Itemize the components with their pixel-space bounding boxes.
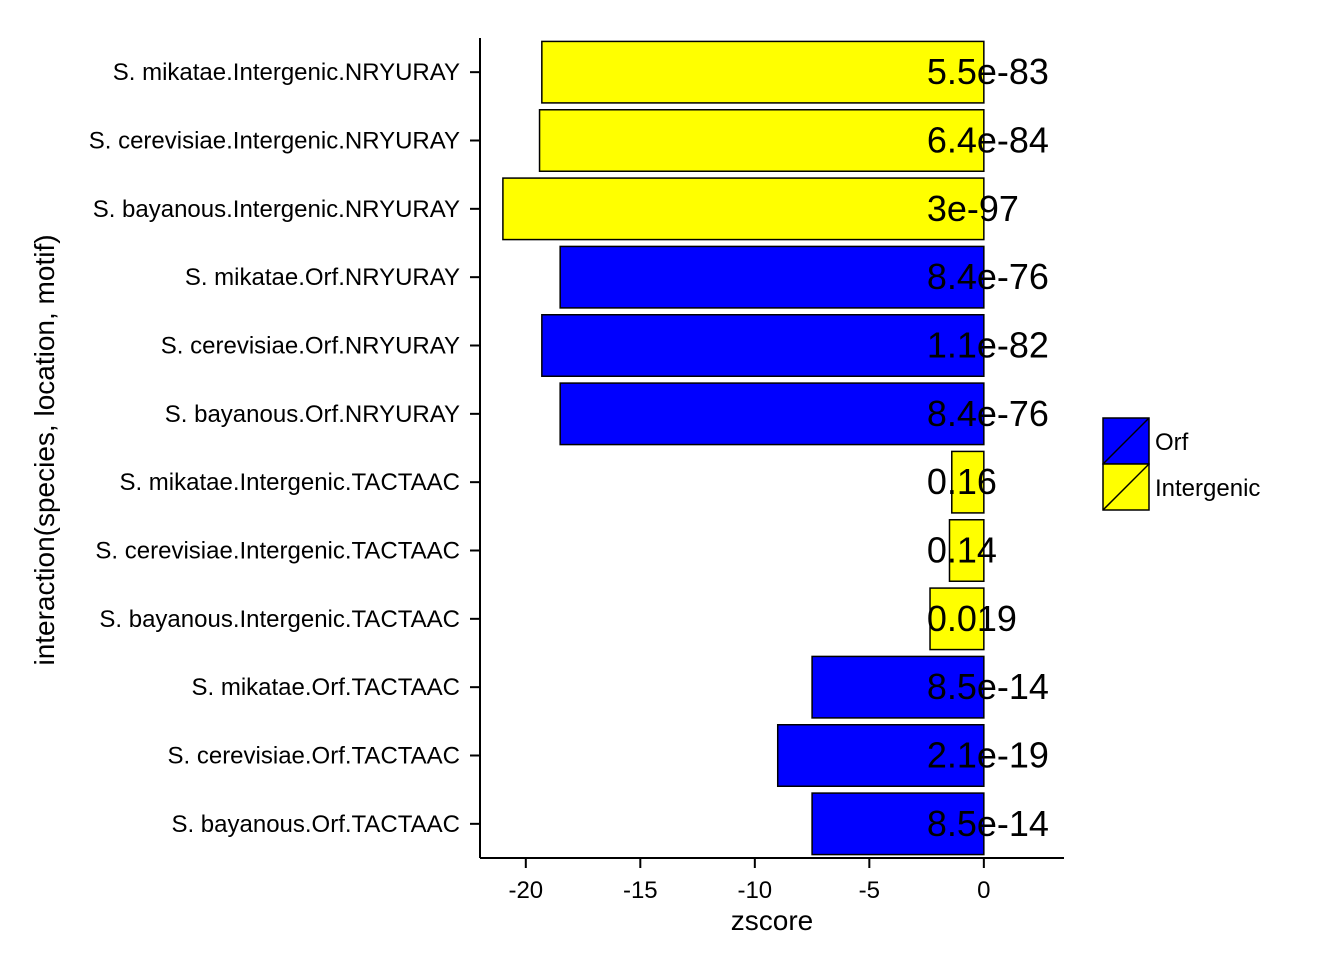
data-label: 0.019: [927, 598, 1017, 639]
bar-s-cerevisiae-intergenic-nryuray: [538, 109, 985, 172]
bar-s-bayanous-intergenic-nryuray: [502, 177, 985, 241]
data-label: 8.4e-76: [927, 256, 1049, 297]
bar-s-mikatae-orf-tactaac: [811, 655, 985, 719]
data-label: 3e-97: [927, 188, 1019, 229]
y-tick-label: S. cerevisiae.Intergenic.TACTAAC: [95, 538, 460, 565]
bar-s-bayanous-orf-nryuray: [559, 382, 985, 446]
bar-s-mikatae-intergenic-nryuray: [541, 40, 985, 104]
x-tick-label: 0: [977, 877, 990, 904]
data-label: 8.4e-76: [927, 393, 1049, 434]
legend-label-orf: Orf: [1155, 429, 1189, 456]
y-ticks-layer: S. mikatae.Intergenic.NRYURAY S. cerevisi…: [89, 59, 480, 838]
bar-s-mikatae-intergenic-tactaac: [951, 450, 985, 514]
y-tick-label: S. bayanous.Orf.NRYURAY: [165, 401, 460, 428]
x-tick-label: -10: [737, 877, 772, 904]
y-tick-label: S. cerevisiae.Orf.TACTAAC: [168, 743, 461, 770]
y-tick-label: S. mikatae.Intergenic.TACTAAC: [119, 469, 460, 496]
data-labels-layer: 5.5e-83 6.4e-84 3e-97 8.4e-76 1.1e-82 8.4e-76…: [927, 51, 1049, 844]
y-tick-label: S. bayanous.Orf.TACTAAC: [171, 811, 460, 838]
data-label: 1.1e-82: [927, 325, 1049, 366]
legend: Orf Intergenic: [1102, 417, 1260, 511]
y-tick-label: S. mikatae.Orf.NRYURAY: [185, 264, 460, 291]
bars-layer: [502, 40, 985, 856]
x-axis-title: zscore: [731, 905, 813, 936]
data-label: 0.14: [927, 530, 997, 571]
axes-layer: [479, 38, 1064, 859]
data-label: 5.5e-83: [927, 51, 1049, 92]
y-axis-title: interaction(species, location, motif): [29, 234, 60, 665]
data-label: 2.1e-19: [927, 735, 1049, 776]
y-tick-label: S. bayanous.Intergenic.NRYURAY: [93, 196, 460, 223]
y-tick-label: S. bayanous.Intergenic.TACTAAC: [99, 606, 460, 633]
bar-s-cerevisiae-intergenic-tactaac: [948, 519, 985, 582]
bar-s-cerevisiae-orf-nryuray: [541, 314, 985, 377]
x-tick-label: -5: [859, 877, 880, 904]
bar-s-bayanous-orf-tactaac: [811, 792, 985, 856]
legend-key-diagonal: [1102, 417, 1150, 465]
legend-key-diagonal: [1102, 463, 1150, 511]
y-tick-label: S. cerevisiae.Intergenic.NRYURAY: [89, 128, 460, 155]
data-label: 8.5e-14: [927, 666, 1049, 707]
data-label: 6.4e-84: [927, 120, 1049, 161]
x-tick-label: -15: [623, 877, 658, 904]
bar-s-mikatae-orf-nryuray: [559, 245, 985, 309]
y-tick-label: S. mikatae.Orf.TACTAAC: [192, 674, 461, 701]
x-ticks-layer: -20 -15 -10 -5 0: [508, 858, 991, 904]
data-label: 8.5e-14: [927, 803, 1049, 844]
legend-label-intergenic: Intergenic: [1155, 475, 1260, 502]
y-tick-label: S. cerevisiae.Orf.NRYURAY: [161, 333, 460, 360]
y-tick-label: S. mikatae.Intergenic.NRYURAY: [113, 59, 460, 86]
bar-s-cerevisiae-orf-tactaac: [776, 724, 985, 787]
x-tick-label: -20: [508, 877, 543, 904]
data-label: 0.16: [927, 461, 997, 502]
bar-s-bayanous-intergenic-tactaac: [929, 587, 985, 651]
